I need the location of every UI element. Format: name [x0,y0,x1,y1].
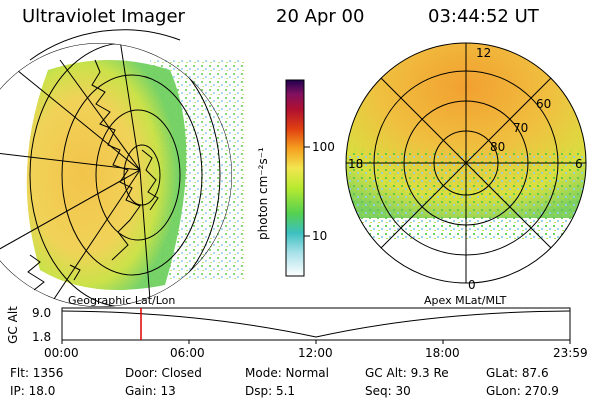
geo-latitude: GLat: 87.6 [486,366,549,380]
colorbar-tick-100: 100 [312,140,335,154]
date-label: 20 Apr 00 [276,6,365,27]
instrument-title: Ultraviolet Imager [22,6,185,27]
gc-altitude: GC Alt: 9.3 Re [365,366,449,380]
gain-value: Gain: 13 [125,384,176,398]
altitude-plot [61,307,571,344]
time-tick-1200: 12:00 [298,346,333,360]
flight-number: Flt: 1356 [10,366,64,380]
mlt-label-18: 18 [348,157,364,171]
time-tick-0000: 00:00 [44,346,79,360]
time-tick-2359: 23:59 [553,346,588,360]
ip-value: IP: 18.0 [10,384,56,398]
altitude-tick-min: 1.8 [32,330,52,344]
geo-longitude: GLon: 270.9 [486,384,559,398]
mlt-label-12: 12 [476,46,492,60]
mlat-label-70: 70 [513,121,529,135]
time-tick-0600: 06:00 [170,346,205,360]
sequence-number: Seq: 30 [365,384,411,398]
polar-panel-label: Apex MLat/MLT [424,294,507,307]
colorbar-units-label: photon cm⁻²s⁻¹ [256,147,270,240]
geographic-panel-label: Geographic Lat/Lon [68,294,176,307]
mlat-label-80: 80 [490,140,506,154]
polar-panel [345,42,587,284]
altitude-axis-label: GC Alt [5,306,20,344]
colorbar-tick-10: 10 [312,229,328,243]
dsp-value: Dsp: 5.1 [245,384,296,398]
colorbar [285,79,310,277]
mlt-label-0: 0 [468,278,476,292]
door-status: Door: Closed [125,366,202,380]
time-tick-1800: 18:00 [425,346,460,360]
mlat-label-60: 60 [536,97,552,111]
time-label: 03:44:52 UT [428,6,539,27]
mode-value: Mode: Normal [245,366,329,380]
geographic-panel [0,29,245,307]
altitude-tick-max: 9.0 [32,306,52,320]
mlt-label-6: 6 [575,157,583,171]
coastline-outline [27,59,159,291]
